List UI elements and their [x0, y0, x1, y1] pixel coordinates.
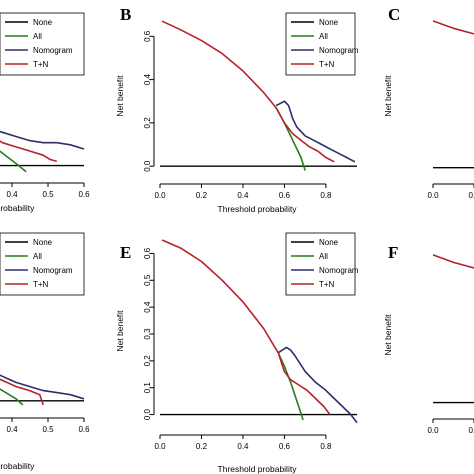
series-common: [161, 239, 279, 354]
y-axis-label: Net benefit: [383, 314, 393, 356]
legend-label: All: [33, 32, 42, 41]
legend-label: None: [319, 238, 339, 247]
legend: None All Nomogram T+N: [0, 12, 85, 76]
legend-label: All: [319, 32, 328, 41]
x-tick-label: 0.5: [42, 190, 54, 199]
series-t-n: [0, 378, 44, 406]
legend-label: Nomogram: [319, 266, 359, 275]
legend-label: T+N: [33, 280, 49, 289]
plot-area: [432, 20, 474, 169]
x-axis-label: probability: [0, 203, 35, 213]
y-tick-label: 0.5: [143, 274, 152, 286]
panel-letter: B: [120, 5, 131, 24]
series-t-n: [0, 140, 58, 163]
legend-label: None: [33, 18, 53, 27]
x-tick-label: 0.0: [427, 426, 439, 435]
series-all: [0, 388, 24, 406]
y-tick-label: 0.3: [143, 328, 152, 340]
series-all: [0, 150, 27, 173]
panel-b: 0.0 0.2 0.4 0.6 0.0 0.2 0.4 0.6 0.8 Threshold pro…: [115, 5, 359, 214]
legend-label: T+N: [319, 60, 335, 69]
y-tick-label: 0.0: [143, 160, 152, 172]
panel-letter: C: [388, 5, 400, 24]
x-tick-label: 0.6: [78, 190, 90, 199]
x-tick-label: 0.0: [154, 191, 166, 200]
x-tick-label: 0.0: [154, 442, 166, 451]
x-tick-label: 0.2: [468, 426, 474, 435]
x-tick-label: 0.4: [237, 442, 249, 451]
y-tick-label: 0.1: [143, 382, 152, 394]
legend: None All Nomogram T+N: [0, 232, 85, 296]
series-t-n: [432, 254, 474, 269]
legend-label: None: [33, 238, 53, 247]
legend-label: Nomogram: [33, 266, 73, 275]
y-axis-label: Net benefit: [383, 75, 393, 117]
x-tick-label: 0.2: [196, 442, 208, 451]
panel-c: 0.0 0.2 Net benefit C: [383, 5, 474, 200]
series-nomogram: [275, 100, 356, 163]
panel-f: 0.0 0.2 Net benefit F: [383, 243, 474, 435]
x-axis-label: probability: [0, 461, 35, 471]
y-axis-label: Net benefit: [115, 75, 125, 117]
series-nomogram: [277, 346, 358, 424]
y-tick-label: 0.0: [143, 408, 152, 420]
plot-area: [0, 374, 85, 406]
x-tick-label: 0.2: [468, 191, 474, 200]
x-axis-label: Threshold probability: [218, 464, 298, 474]
legend: None All Nomogram T+N: [285, 232, 359, 296]
series-t-n: [275, 107, 335, 163]
series-t-n: [432, 20, 474, 35]
x-tick-label: 0.8: [320, 191, 332, 200]
x-tick-label: 0.4: [6, 425, 18, 434]
x-axis-label: Threshold probability: [218, 204, 298, 214]
legend-label: T+N: [33, 60, 49, 69]
panel-d: 0.4 0.5 0.6 probability None All Nomogram T+N: [0, 232, 90, 471]
plot-area: [160, 20, 357, 171]
series-t-n: [277, 352, 331, 416]
x-tick-label: 0.6: [279, 442, 291, 451]
series-common: [161, 20, 277, 109]
y-tick-label: 0.2: [143, 355, 152, 367]
x-tick-label: 0.0: [427, 191, 439, 200]
series-all: [277, 352, 304, 421]
legend: None All Nomogram T+N: [285, 12, 359, 76]
legend-label: Nomogram: [33, 46, 73, 55]
x-tick-label: 0.6: [279, 191, 291, 200]
x-tick-label: 0.4: [237, 191, 249, 200]
panel-a: 0.4 0.5 0.6 probability None All Nomogram T+N: [0, 12, 90, 213]
panel-letter: E: [120, 243, 131, 262]
x-tick-label: 0.8: [320, 442, 332, 451]
y-tick-label: 0.4: [143, 73, 152, 85]
plot-area: [432, 254, 474, 404]
x-tick-label: 0.5: [42, 425, 54, 434]
x-tick-label: 0.4: [6, 190, 18, 199]
legend-label: All: [319, 252, 328, 261]
panel-e: 0.0 0.1 0.2 0.3 0.4 0.5 0.6 0.0 0.2 0.4 0.6 0.8 Thre…: [115, 232, 359, 474]
legend-label: Nomogram: [319, 46, 359, 55]
y-tick-label: 0.2: [143, 117, 152, 129]
series-nomogram: [0, 130, 85, 150]
legend-label: T+N: [319, 280, 335, 289]
y-axis-label: Net benefit: [115, 310, 125, 352]
y-tick-label: 0.6: [143, 247, 152, 259]
plot-area: [160, 239, 358, 424]
y-tick-label: 0.6: [143, 30, 152, 42]
x-tick-label: 0.2: [196, 191, 208, 200]
series-nomogram: [0, 374, 85, 400]
legend-label: None: [319, 18, 339, 27]
plot-area: [0, 130, 85, 173]
panel-letter: F: [388, 243, 398, 262]
x-tick-label: 0.6: [78, 425, 90, 434]
legend-label: All: [33, 252, 42, 261]
y-tick-label: 0.4: [143, 301, 152, 313]
